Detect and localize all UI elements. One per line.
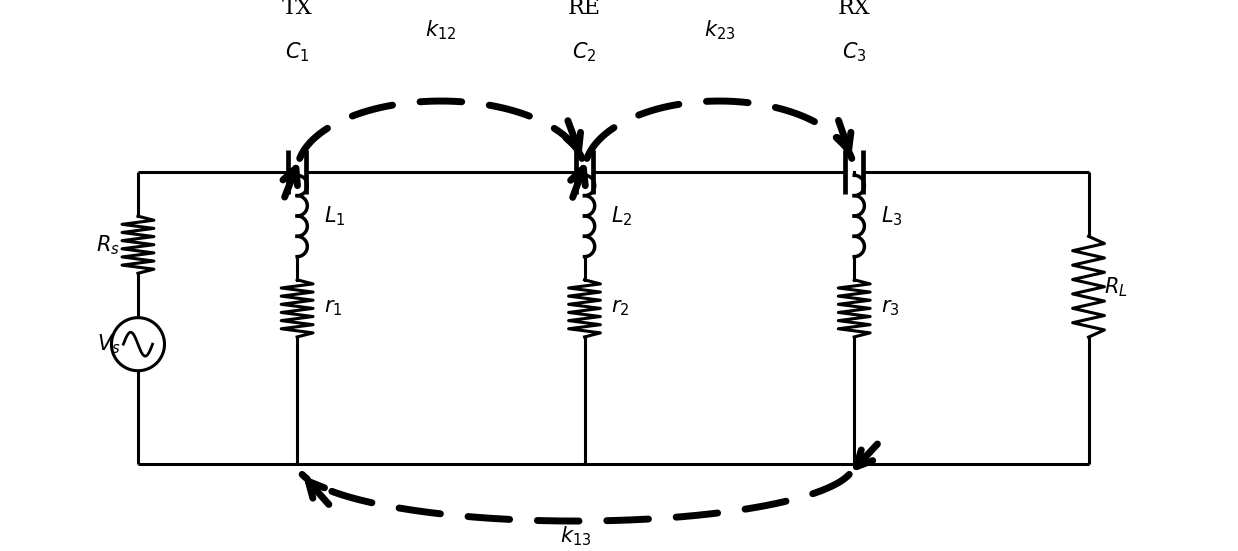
Text: RE: RE xyxy=(568,0,600,19)
Text: $C_3$: $C_3$ xyxy=(842,41,867,64)
Text: $r_3$: $r_3$ xyxy=(880,299,899,318)
Text: RX: RX xyxy=(838,0,870,19)
Text: $r_1$: $r_1$ xyxy=(323,299,342,318)
Text: $k_{23}$: $k_{23}$ xyxy=(703,19,735,42)
Text: $r_2$: $r_2$ xyxy=(612,299,629,318)
Text: $R_s$: $R_s$ xyxy=(97,233,120,257)
Text: $R_L$: $R_L$ xyxy=(1104,275,1128,299)
Text: $k_{12}$: $k_{12}$ xyxy=(425,19,457,42)
Text: $V_s$: $V_s$ xyxy=(97,332,120,356)
Text: $C_1$: $C_1$ xyxy=(285,41,310,64)
Text: $C_2$: $C_2$ xyxy=(572,41,597,64)
Text: $L_3$: $L_3$ xyxy=(880,204,903,228)
Text: $k_{13}$: $k_{13}$ xyxy=(560,525,592,548)
Text: $L_2$: $L_2$ xyxy=(612,204,633,228)
Text: TX: TX xyxy=(282,0,312,19)
Text: $L_1$: $L_1$ xyxy=(323,204,345,228)
